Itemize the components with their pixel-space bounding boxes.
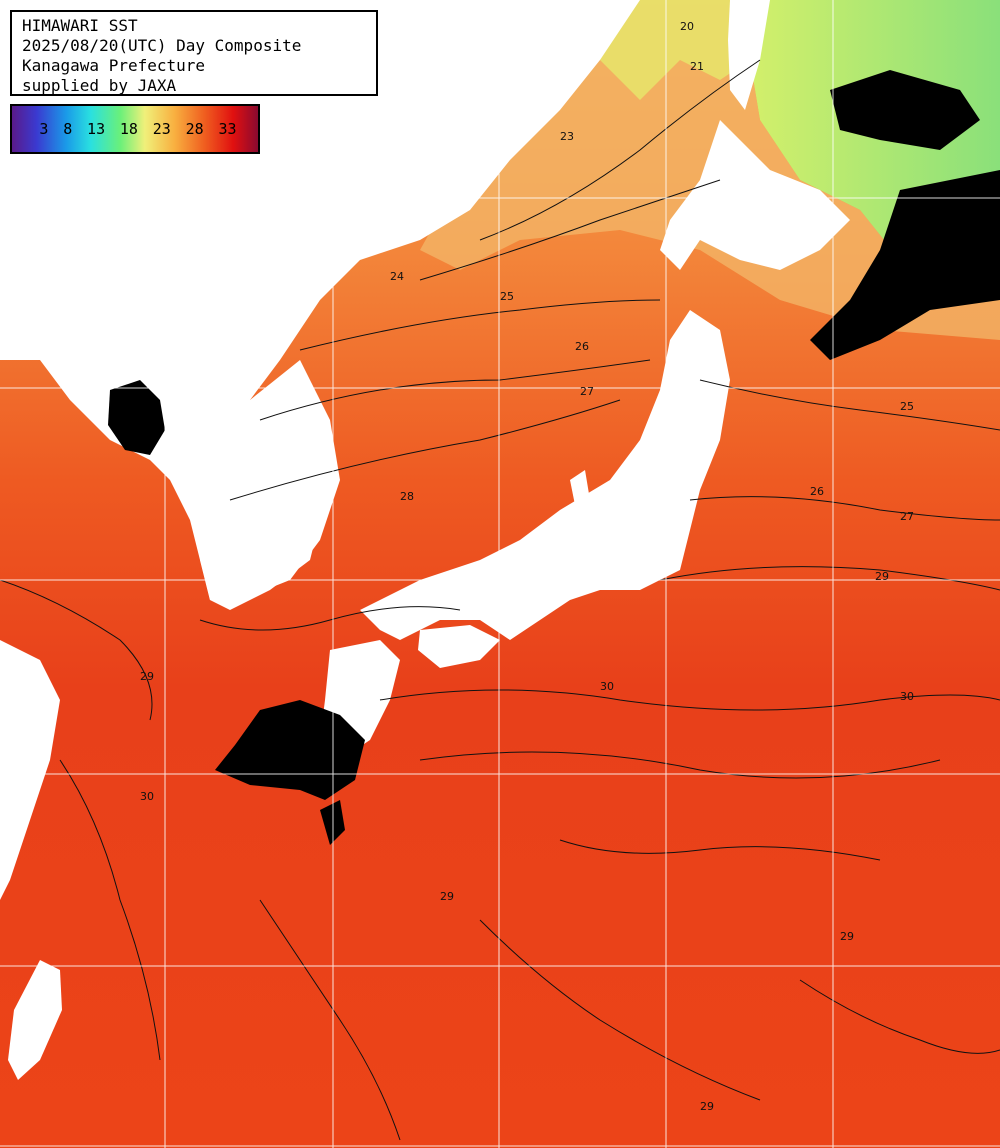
contour-label: 24 bbox=[390, 270, 404, 283]
color-scale-legend: 3 8 13 18 23 28 33 bbox=[10, 104, 260, 154]
contour-label: 29 bbox=[440, 890, 454, 903]
contour-label: 21 bbox=[690, 60, 704, 73]
honshu bbox=[360, 310, 730, 640]
legend-tick: 8 bbox=[63, 120, 73, 138]
contour-label: 27 bbox=[580, 385, 594, 398]
cloud-kyushu-south bbox=[215, 700, 365, 800]
china-coast bbox=[0, 640, 60, 900]
legend-tick: 13 bbox=[87, 120, 106, 138]
contour-label: 23 bbox=[560, 130, 574, 143]
contour-label: 27 bbox=[900, 510, 914, 523]
contour-label: 26 bbox=[810, 485, 824, 498]
contour-label: 29 bbox=[700, 1100, 714, 1113]
cloud-manchuria bbox=[108, 380, 165, 455]
contour-label: 30 bbox=[140, 790, 154, 803]
legend-tick: 18 bbox=[119, 120, 138, 138]
contour-label-group: 20 21 23 24 25 26 27 28 29 30 25 26 27 2… bbox=[140, 20, 914, 1113]
cloud-east-hokkaido bbox=[810, 170, 1000, 360]
contour-label: 28 bbox=[400, 490, 414, 503]
cloud-cover bbox=[108, 70, 1000, 845]
title-box: HIMAWARI SST 2025/08/20(UTC) Day Composi… bbox=[10, 10, 378, 96]
legend-tick: 33 bbox=[218, 120, 237, 138]
contour-label: 26 bbox=[575, 340, 589, 353]
legend-tick: 23 bbox=[152, 120, 171, 138]
sakhalin bbox=[728, 0, 770, 110]
title-line-1: HIMAWARI SST bbox=[22, 16, 138, 35]
taiwan bbox=[8, 960, 62, 1080]
title-line-2: 2025/08/20(UTC) Day Composite bbox=[22, 36, 302, 55]
korean-peninsula bbox=[200, 360, 340, 600]
legend-tick: 28 bbox=[185, 120, 204, 138]
yellow-green-region bbox=[600, 0, 750, 100]
contour-label: 25 bbox=[900, 400, 914, 413]
noto-peninsula bbox=[570, 470, 590, 505]
hokkaido bbox=[660, 120, 850, 270]
cloud-north bbox=[830, 70, 980, 150]
contour-label: 25 bbox=[500, 290, 514, 303]
title-line-3: Kanagawa Prefecture bbox=[22, 56, 206, 75]
contour-label: 29 bbox=[875, 570, 889, 583]
contour-label: 29 bbox=[140, 670, 154, 683]
contour-label: 30 bbox=[600, 680, 614, 693]
contour-label: 29 bbox=[840, 930, 854, 943]
isotherm-contours bbox=[0, 59, 1000, 1141]
contour-label: 20 bbox=[680, 20, 694, 33]
legend-tick: 3 bbox=[39, 120, 49, 138]
contour-label: 30 bbox=[900, 690, 914, 703]
title-line-4: supplied by JAXA bbox=[22, 76, 177, 95]
shikoku bbox=[418, 625, 500, 668]
